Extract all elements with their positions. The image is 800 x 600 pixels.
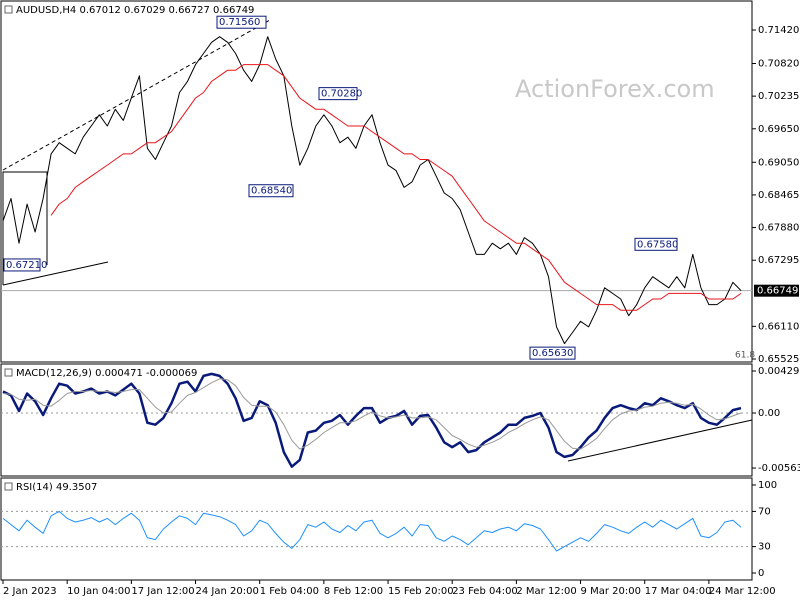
x-tick-label: 1 Feb 04:00 <box>260 586 319 597</box>
panel-icon <box>4 368 13 377</box>
x-tick-label: 2 Mar 12:00 <box>516 586 576 597</box>
y-tick-label: 0.65525 <box>758 354 799 365</box>
y-tick-label: 0.71420 <box>758 25 799 36</box>
price-annotation-box <box>248 184 294 198</box>
price-annotation: 0.65630 <box>532 348 573 359</box>
last-price-box <box>754 284 799 297</box>
price-annotation: 0.70280 <box>321 89 362 100</box>
x-tick-label: 2 Jan 2023 <box>3 586 57 597</box>
price-annotation-box <box>529 346 576 360</box>
y-tick-label: 70 <box>758 506 771 517</box>
y-tick-label: 0.67880 <box>758 223 799 234</box>
macd-trend-line <box>567 419 753 462</box>
y-tick-label: 0.69050 <box>758 157 799 168</box>
trend-line <box>2 19 271 171</box>
price-annotation-box <box>634 237 678 251</box>
series-line <box>2 378 742 450</box>
x-tick-label: 8 Feb 12:00 <box>324 586 383 597</box>
series-line <box>50 64 742 311</box>
y-tick-label: 0.69650 <box>758 124 799 135</box>
x-tick-label: 17 Mar 04:00 <box>645 586 712 597</box>
x-tick-label: 10 Jan 04:00 <box>67 586 130 597</box>
x-tick-label: 24 Jan 20:00 <box>196 586 259 597</box>
y-tick-label: -0.005636 <box>758 463 800 474</box>
price-annotation-box <box>216 15 267 29</box>
panel-icon <box>4 5 13 14</box>
y-tick-label: 0.70235 <box>758 91 799 102</box>
y-tick-label: 30 <box>758 542 771 553</box>
rsi-panel-frame <box>0 477 753 581</box>
y-tick-label: 0.70820 <box>758 59 799 70</box>
y-tick-label: 0.67295 <box>758 255 799 266</box>
price-annotation-box <box>318 87 358 101</box>
x-tick-label: 23 Feb 04:00 <box>452 586 518 597</box>
y-tick-label: 0.68465 <box>758 190 799 201</box>
range-box <box>2 171 48 285</box>
price-panel-frame <box>0 0 753 363</box>
series-line <box>2 372 742 468</box>
last-price-label: 0.66749 <box>757 286 798 297</box>
series-line <box>2 36 742 345</box>
watermark: ActionForex.com <box>515 75 715 103</box>
price-annotation: 0.68540 <box>251 186 292 197</box>
x-tick-label: 17 Jan 12:00 <box>131 586 194 597</box>
series-line <box>2 510 742 552</box>
price-annotation: 0.71560 <box>219 17 260 28</box>
y-tick-label: 0 <box>758 568 764 579</box>
y-tick-label: 0.00 <box>758 408 780 419</box>
y-tick-label: 0.66110 <box>758 321 799 332</box>
fibo-label: 61.8 <box>735 351 755 361</box>
y-tick-label: 0.004299 <box>758 366 800 377</box>
panel-icon <box>4 482 13 491</box>
panel-title: AUDUSD,H4 0.67012 0.67029 0.66727 0.6674… <box>16 5 254 16</box>
price-annotation: 0.67580 <box>637 239 678 250</box>
y-tick-label: 100 <box>758 480 777 491</box>
x-tick-label: 9 Mar 20:00 <box>581 586 641 597</box>
panel-title: RSI(14) 49.3507 <box>16 482 97 493</box>
x-tick-label: 24 Mar 12:00 <box>709 586 776 597</box>
x-tick-label: 15 Feb 20:00 <box>388 586 454 597</box>
price-annotation-box <box>3 258 41 272</box>
panel-title: MACD(12,26,9) 0.000471 -0.000069 <box>16 368 197 379</box>
trend-line <box>2 261 109 286</box>
price-annotation: 0.67210 <box>6 260 47 271</box>
